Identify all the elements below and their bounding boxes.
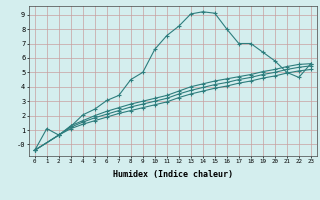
X-axis label: Humidex (Indice chaleur): Humidex (Indice chaleur)	[113, 170, 233, 179]
